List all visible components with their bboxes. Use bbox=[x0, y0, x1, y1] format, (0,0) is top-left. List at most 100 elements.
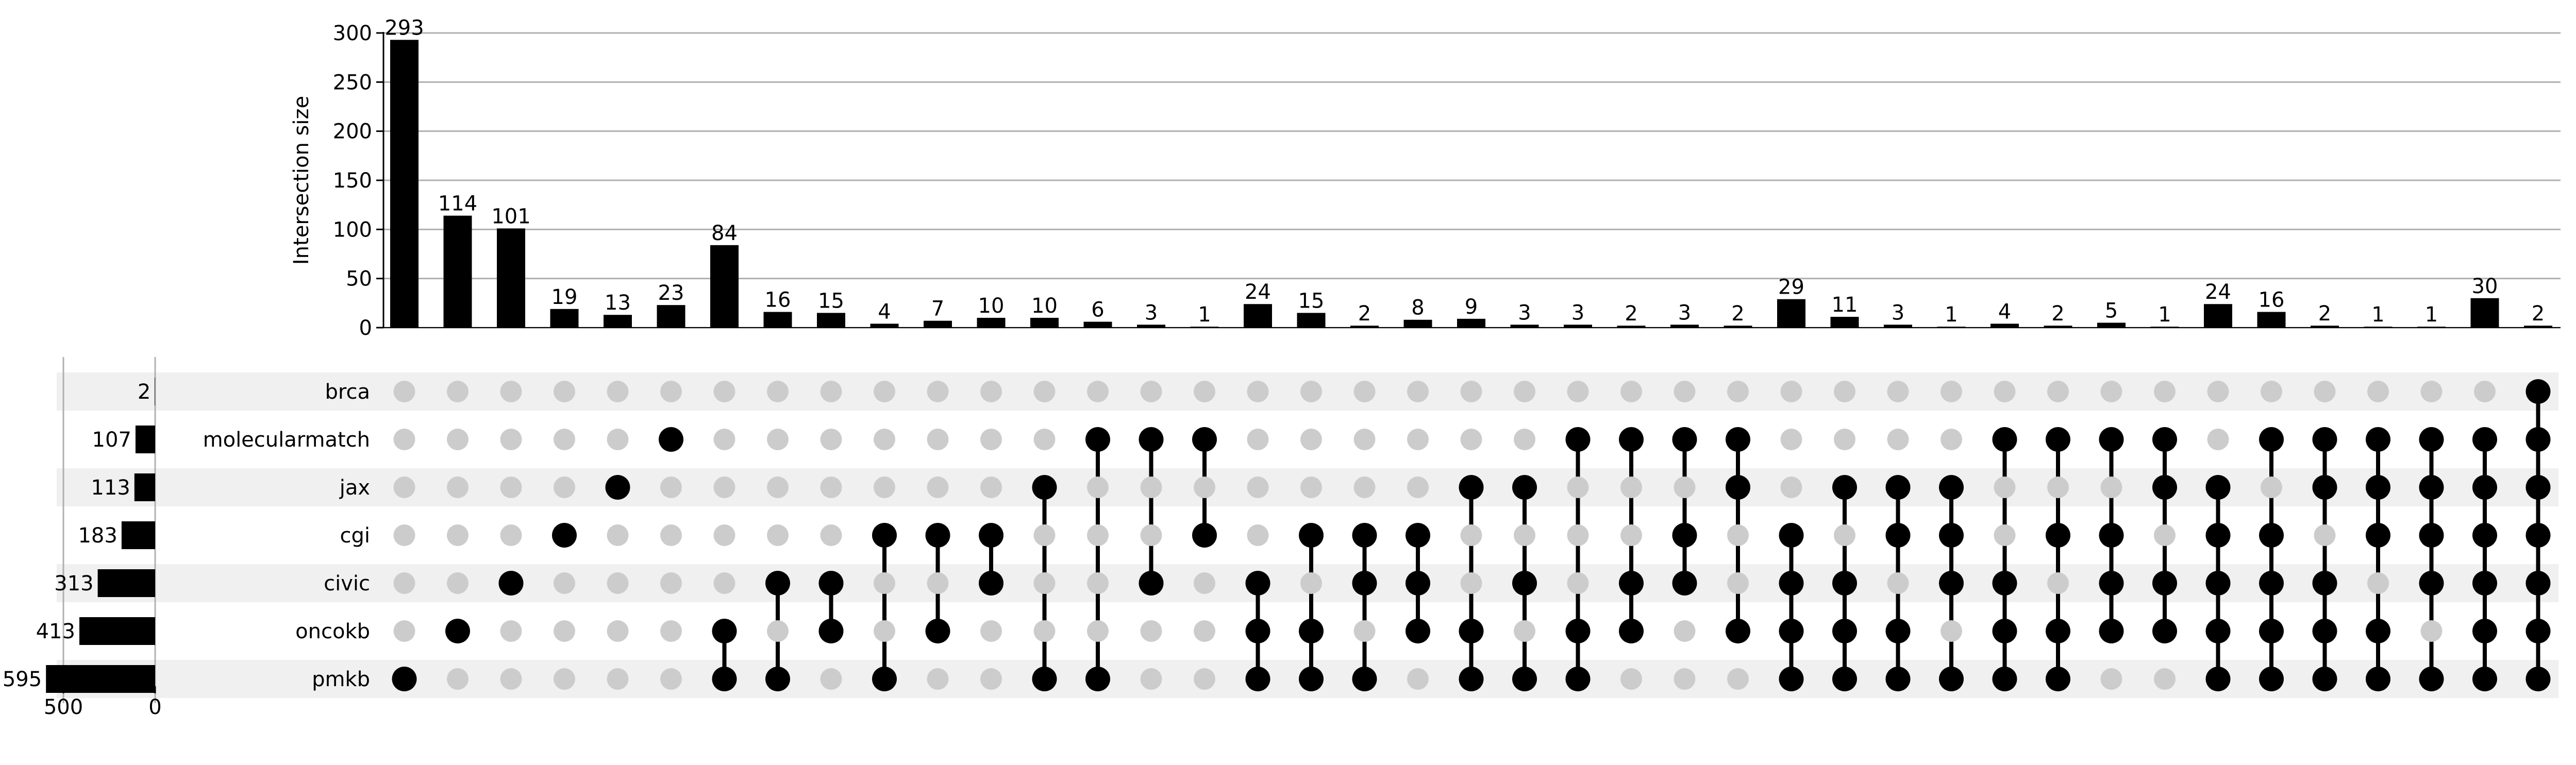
matrix-dot-inactive bbox=[554, 620, 575, 642]
matrix-dot-active bbox=[2099, 523, 2124, 548]
matrix-dot-inactive bbox=[1460, 524, 1482, 546]
matrix-dot-inactive bbox=[554, 381, 575, 402]
matrix-dot-inactive bbox=[874, 381, 895, 402]
matrix-dot-active bbox=[1939, 475, 1964, 500]
intersection-tick-label: 150 bbox=[333, 169, 372, 193]
matrix-dot-active bbox=[2152, 475, 2177, 500]
intersection-value-label: 30 bbox=[2472, 275, 2498, 298]
matrix-dot-inactive bbox=[2314, 524, 2336, 546]
matrix-dot-inactive bbox=[713, 572, 735, 594]
matrix-dot-inactive bbox=[393, 429, 415, 450]
matrix-dot-inactive bbox=[1460, 429, 1482, 450]
matrix-dot-active bbox=[818, 619, 844, 643]
matrix-dot-inactive bbox=[660, 381, 682, 402]
intersection-value-label: 1 bbox=[2371, 303, 2384, 327]
intersection-value-label: 10 bbox=[1031, 294, 1058, 318]
matrix-dot-inactive bbox=[447, 477, 469, 498]
intersection-value-label: 15 bbox=[818, 289, 844, 313]
matrix-dot-active bbox=[2472, 523, 2497, 548]
matrix-dot-inactive bbox=[1674, 381, 1696, 402]
matrix-dot-active bbox=[872, 667, 897, 691]
intersection-bar bbox=[870, 324, 899, 328]
matrix-dot-active bbox=[1245, 619, 1270, 643]
intersection-tick-label: 0 bbox=[359, 316, 372, 340]
set-size-bar bbox=[97, 569, 155, 597]
matrix-dot-inactive bbox=[2420, 381, 2443, 402]
matrix-dot-active bbox=[765, 571, 790, 596]
matrix-dot-inactive bbox=[660, 524, 682, 546]
set-size-bar bbox=[135, 426, 155, 453]
intersection-bar bbox=[1457, 318, 1485, 328]
intersection-bar bbox=[497, 228, 525, 328]
matrix-dot-active bbox=[2419, 523, 2444, 548]
matrix-dot-active bbox=[2419, 571, 2444, 596]
matrix-dot-inactive bbox=[1033, 620, 1056, 642]
matrix-dot-active bbox=[1992, 571, 2017, 596]
matrix-dot-inactive bbox=[1407, 477, 1429, 498]
intersection-bar bbox=[2364, 327, 2393, 328]
intersection-value-label: 4 bbox=[1998, 300, 2011, 324]
matrix-dot-inactive bbox=[1140, 381, 1162, 402]
matrix-dot-inactive bbox=[660, 668, 682, 690]
matrix-dot-active bbox=[1672, 571, 1697, 596]
matrix-dot-inactive bbox=[1087, 572, 1109, 594]
intersection-bar bbox=[2417, 327, 2446, 328]
matrix-dot-inactive bbox=[1247, 477, 1269, 498]
matrix-dot-active bbox=[2366, 667, 2390, 691]
matrix-dot-inactive bbox=[554, 572, 575, 594]
matrix-dot-active bbox=[2152, 619, 2177, 643]
intersection-value-label: 1 bbox=[1945, 303, 1958, 327]
intersection-value-label: 16 bbox=[2259, 288, 2285, 312]
matrix-dot-inactive bbox=[1834, 381, 1855, 402]
matrix-dot-inactive bbox=[2261, 477, 2282, 498]
matrix-dot-active bbox=[2525, 475, 2551, 500]
matrix-dot-inactive bbox=[447, 572, 469, 594]
intersection-bar bbox=[1030, 317, 1059, 328]
matrix-dot-inactive bbox=[874, 429, 895, 450]
matrix-dot-active bbox=[1512, 667, 1537, 691]
matrix-dot-inactive bbox=[1300, 572, 1322, 594]
matrix-dot-inactive bbox=[1460, 572, 1482, 594]
set-name-label: molecularmatch bbox=[203, 428, 370, 452]
intersection-bar bbox=[1990, 324, 2019, 328]
matrix-dot-active bbox=[1619, 619, 1644, 643]
matrix-dot-inactive bbox=[1194, 620, 1215, 642]
intersection-value-label: 293 bbox=[384, 16, 424, 40]
matrix-dot-active bbox=[1832, 667, 1857, 691]
matrix-dot-active bbox=[1885, 523, 1911, 548]
intersection-tick-label: 200 bbox=[333, 120, 372, 144]
matrix-dot-inactive bbox=[820, 524, 842, 546]
matrix-dot-active bbox=[1352, 523, 1377, 548]
matrix-dot-active bbox=[2472, 571, 2497, 596]
intersection-value-label: 11 bbox=[1832, 293, 1858, 317]
matrix-dot-active bbox=[2366, 475, 2390, 500]
matrix-dot-inactive bbox=[1353, 429, 1376, 450]
intersection-tick-label: 50 bbox=[346, 267, 372, 291]
matrix-dot-inactive bbox=[2261, 381, 2282, 402]
matrix-dot-inactive bbox=[1780, 381, 1802, 402]
matrix-dot-inactive bbox=[1140, 524, 1162, 546]
intersection-bar bbox=[1884, 325, 1912, 328]
intersection-bar bbox=[443, 215, 472, 328]
matrix-dot-inactive bbox=[1514, 381, 1535, 402]
matrix-dot-inactive bbox=[1247, 381, 1269, 402]
matrix-dot-inactive bbox=[500, 381, 522, 402]
intersection-tick-label: 250 bbox=[333, 71, 372, 94]
matrix-dot-inactive bbox=[2100, 668, 2122, 690]
intersection-bar bbox=[604, 315, 632, 328]
intersection-value-label: 3 bbox=[1571, 301, 1584, 325]
matrix-dot-active bbox=[1299, 667, 1324, 691]
intersection-value-label: 2 bbox=[1625, 302, 1637, 326]
set-name-label: pmkb bbox=[312, 668, 370, 691]
intersection-value-label: 6 bbox=[1091, 298, 1104, 322]
matrix-dot-active bbox=[1832, 571, 1857, 596]
matrix-dot-inactive bbox=[1567, 477, 1589, 498]
matrix-dot-active bbox=[872, 523, 897, 548]
matrix-dot-active bbox=[1245, 667, 1270, 691]
set-size-bar bbox=[46, 665, 156, 693]
matrix-dot-active bbox=[2472, 475, 2497, 500]
intersection-value-label: 101 bbox=[491, 205, 530, 228]
intersection-bar bbox=[763, 312, 792, 328]
matrix-dot-inactive bbox=[2154, 524, 2176, 546]
matrix-dot-active bbox=[1459, 667, 1484, 691]
